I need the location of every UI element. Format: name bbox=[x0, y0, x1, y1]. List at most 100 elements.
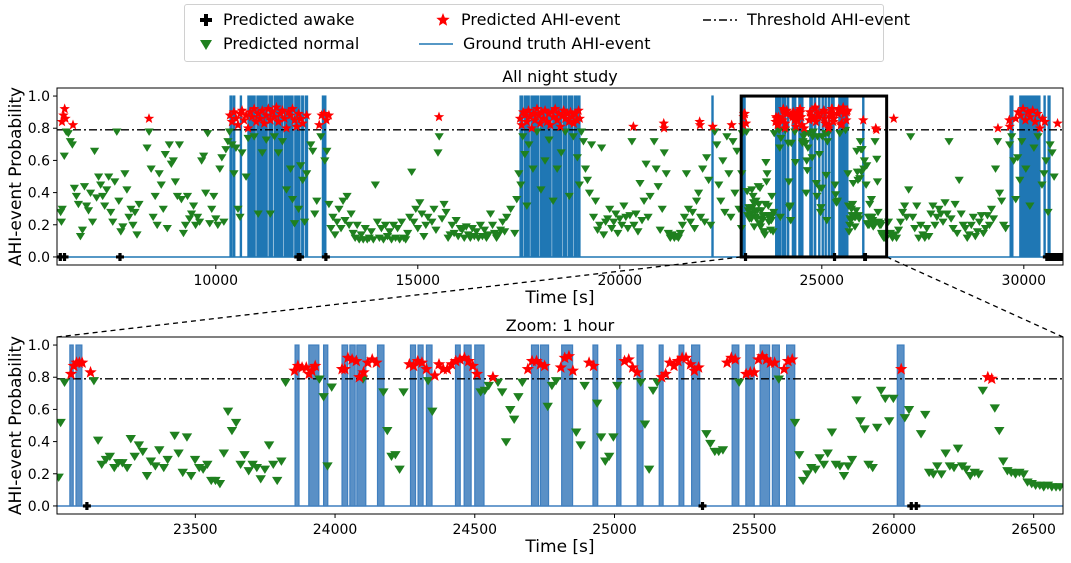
predicted-normal-point bbox=[514, 170, 524, 178]
ground-truth-segment bbox=[678, 344, 685, 507]
predicted-normal-point bbox=[142, 144, 152, 152]
predicted-normal-point bbox=[990, 165, 1001, 173]
predicted-normal-point bbox=[996, 197, 1007, 206]
predicted-ahi-event-point bbox=[553, 108, 565, 119]
predicted-ahi-event-point bbox=[720, 356, 734, 368]
y-tick-label: 1.0 bbox=[28, 338, 50, 354]
predicted-normal-point bbox=[776, 134, 786, 143]
predicted-normal-point bbox=[844, 228, 854, 236]
plot-area bbox=[57, 95, 1063, 261]
predicted-normal-point bbox=[128, 221, 138, 230]
predicted-normal-point bbox=[475, 221, 486, 230]
zoom-connector-right bbox=[886, 256, 1064, 338]
predicted-normal-point bbox=[237, 149, 247, 157]
predicted-normal-point bbox=[733, 378, 745, 387]
predicted-normal-point bbox=[518, 133, 528, 141]
predicted-ahi-event-point bbox=[760, 353, 773, 365]
star-marker-icon bbox=[436, 12, 450, 26]
predicted-ahi-event-point bbox=[729, 353, 742, 365]
predicted-normal-point bbox=[679, 213, 690, 222]
predicted-normal-point bbox=[310, 210, 320, 218]
predicted-normal-point bbox=[749, 223, 759, 231]
predicted-ahi-event-point bbox=[1010, 113, 1021, 124]
predicted-ahi-event-point bbox=[823, 122, 834, 133]
predicted-ahi-event-point bbox=[316, 109, 327, 120]
predicted-normal-point bbox=[653, 183, 663, 191]
predicted-ahi-event-point bbox=[226, 116, 238, 127]
predicted-ahi-event-point bbox=[658, 122, 670, 133]
predicted-normal-point bbox=[112, 128, 122, 136]
predicted-normal-point bbox=[540, 157, 550, 165]
predicted-normal-point bbox=[57, 473, 64, 482]
ground-truth-segment bbox=[592, 344, 599, 507]
predicted-ahi-event-point bbox=[267, 106, 278, 117]
x-tick-label: 25000 bbox=[800, 273, 845, 289]
predicted-normal-point bbox=[966, 221, 976, 230]
x-tick-label: 26500 bbox=[1011, 522, 1056, 538]
predicted-normal-point bbox=[222, 407, 234, 416]
legend-item-predicted-normal: Predicted normal bbox=[199, 34, 359, 53]
ground-truth-segment bbox=[786, 95, 790, 258]
predicted-ahi-event-point bbox=[530, 354, 543, 367]
predicted-normal-point bbox=[978, 229, 989, 238]
predicted-normal-point bbox=[802, 470, 813, 479]
predicted-normal-point bbox=[397, 218, 407, 226]
predicted-normal-point bbox=[176, 196, 187, 204]
predicted-normal-point bbox=[302, 170, 312, 178]
ground-truth-segment bbox=[759, 344, 771, 507]
predicted-ahi-event-point bbox=[529, 114, 541, 125]
predicted-ahi-event-point bbox=[541, 116, 553, 127]
predicted-normal-point bbox=[701, 430, 712, 439]
legend-item-ground-truth: Ground truth AHI-event bbox=[419, 34, 650, 53]
predicted-ahi-event-point bbox=[756, 349, 769, 362]
predicted-normal-point bbox=[109, 463, 120, 473]
predicted-normal-point bbox=[895, 218, 906, 226]
predicted-ahi-event-point bbox=[819, 117, 831, 128]
predicted-ahi-event-point bbox=[618, 354, 631, 367]
ground-truth-segment bbox=[1009, 95, 1014, 258]
predicted-normal-point bbox=[132, 231, 142, 239]
predicted-normal-point bbox=[1043, 208, 1053, 217]
predicted-ahi-event-point bbox=[263, 103, 274, 114]
predicted-normal-point bbox=[643, 465, 655, 474]
axes-frame bbox=[56, 336, 1064, 515]
predicted-ahi-event-point bbox=[888, 113, 899, 124]
predicted-normal-point bbox=[192, 213, 203, 222]
predicted-normal-point bbox=[213, 221, 223, 230]
predicted-ahi-event-point bbox=[281, 122, 292, 133]
predicted-normal-point bbox=[695, 213, 706, 222]
predicted-normal-point bbox=[405, 213, 415, 222]
predicted-normal-point bbox=[243, 134, 253, 143]
predicted-normal-point bbox=[893, 226, 904, 234]
x-tick-label: 20000 bbox=[598, 273, 643, 289]
predicted-normal-point bbox=[130, 208, 140, 217]
predicted-normal-point bbox=[784, 178, 794, 186]
predicted-normal-point bbox=[268, 460, 279, 470]
legend-item-predicted-awake: Predicted awake bbox=[199, 10, 354, 29]
predicted-normal-point bbox=[552, 165, 562, 173]
predicted-normal-point bbox=[857, 146, 867, 154]
predicted-normal-point bbox=[988, 215, 999, 223]
predicted-normal-point bbox=[169, 431, 180, 441]
predicted-normal-point bbox=[859, 157, 869, 165]
ground-truth-segment bbox=[268, 95, 273, 258]
predicted-normal-point bbox=[308, 147, 318, 156]
predicted-ahi-event-point bbox=[587, 359, 600, 372]
predicted-ahi-event-point bbox=[420, 362, 433, 375]
predicted-normal-point bbox=[891, 234, 902, 243]
predicted-ahi-event-point bbox=[739, 108, 751, 119]
predicted-normal-point bbox=[848, 200, 858, 209]
predicted-ahi-event-point bbox=[1037, 113, 1048, 124]
predicted-normal-point bbox=[903, 406, 915, 415]
predicted-normal-point bbox=[631, 210, 641, 218]
predicted-ahi-event-point bbox=[224, 109, 236, 120]
predicted-normal-point bbox=[838, 472, 850, 481]
predicted-normal-point bbox=[1041, 157, 1051, 165]
predicted-ahi-event-point bbox=[415, 356, 429, 368]
predicted-ahi-event-point bbox=[1004, 121, 1015, 132]
predicted-normal-point bbox=[568, 133, 578, 141]
predicted-normal-point bbox=[330, 231, 340, 239]
predicted-ahi-event-point bbox=[259, 117, 270, 128]
predicted-normal-point bbox=[970, 233, 980, 241]
predicted-normal-point bbox=[421, 221, 431, 230]
